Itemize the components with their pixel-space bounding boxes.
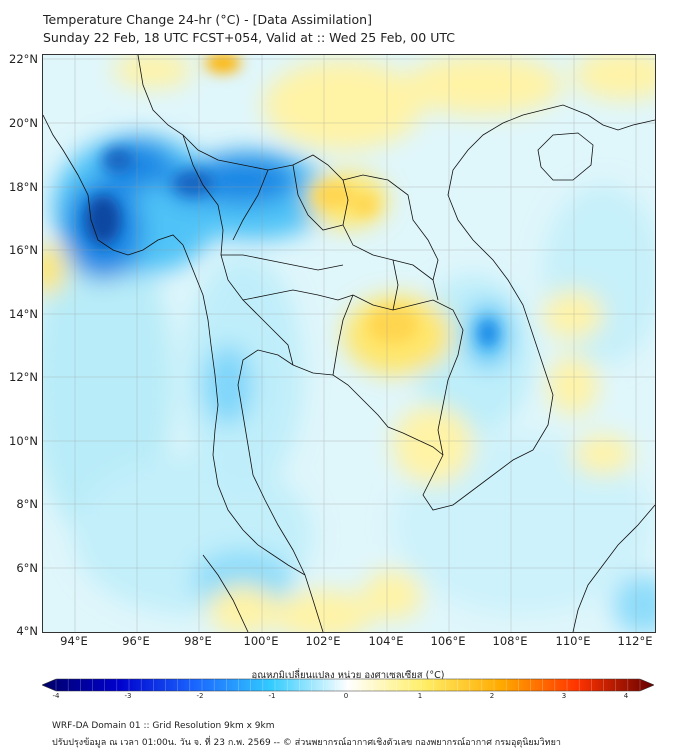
- lon-label: 112°E: [617, 634, 653, 648]
- lon-label: 94°E: [60, 634, 88, 648]
- colorbar-tick-label: -1: [268, 692, 276, 700]
- colorbar-tick-label: -3: [124, 692, 132, 700]
- lat-label: 22°N: [9, 52, 38, 66]
- colorbar-tick-label: 1: [417, 692, 423, 700]
- lat-label: 6°N: [16, 561, 38, 575]
- map-panel: [42, 54, 656, 633]
- temperature-change-map: [43, 55, 655, 632]
- lon-label: 102°E: [305, 634, 341, 648]
- map-gridlines: [43, 55, 655, 632]
- colorbar-tick-label: -4: [52, 692, 60, 700]
- footer-model-info: WRF-DA Domain 01 :: Grid Resolution 9km …: [52, 721, 275, 731]
- colorbar-title: อุณหภูมิเปลี่ยนแปลง หน่วย องศาเซลเซียส (…: [251, 670, 445, 681]
- lon-label: 100°E: [243, 634, 279, 648]
- lon-label: 108°E: [492, 634, 528, 648]
- lat-label: 4°N: [16, 624, 38, 638]
- colorbar-tick-label: 4: [623, 692, 629, 700]
- lon-label: 96°E: [122, 634, 150, 648]
- lat-label: 8°N: [16, 497, 38, 511]
- lon-label: 98°E: [184, 634, 212, 648]
- footer-update-info: ปรับปรุงข้อมูล ณ เวลา 01:00น. วัน จ. ที่…: [52, 738, 561, 748]
- lat-label: 10°N: [9, 434, 38, 448]
- lon-label: 110°E: [555, 634, 591, 648]
- lat-label: 16°N: [9, 243, 38, 257]
- chart-subtitle: Sunday 22 Feb, 18 UTC FCST+054, Valid at…: [43, 30, 455, 45]
- lat-label: 12°N: [9, 370, 38, 384]
- colorbar-tick-label: 3: [561, 692, 567, 700]
- colorbar-tick-label: 0: [343, 692, 349, 700]
- lat-label: 18°N: [9, 180, 38, 194]
- lon-label: 106°E: [430, 634, 466, 648]
- lon-label: 104°E: [368, 634, 404, 648]
- lat-label: 14°N: [9, 307, 38, 321]
- colorbar-tick-label: -2: [196, 692, 204, 700]
- colorbar: [42, 678, 654, 692]
- colorbar-tick-label: 2: [489, 692, 495, 700]
- lat-label: 20°N: [9, 116, 38, 130]
- chart-title: Temperature Change 24-hr (°C) - [Data As…: [43, 12, 372, 27]
- coastlines-and-borders: [43, 55, 655, 632]
